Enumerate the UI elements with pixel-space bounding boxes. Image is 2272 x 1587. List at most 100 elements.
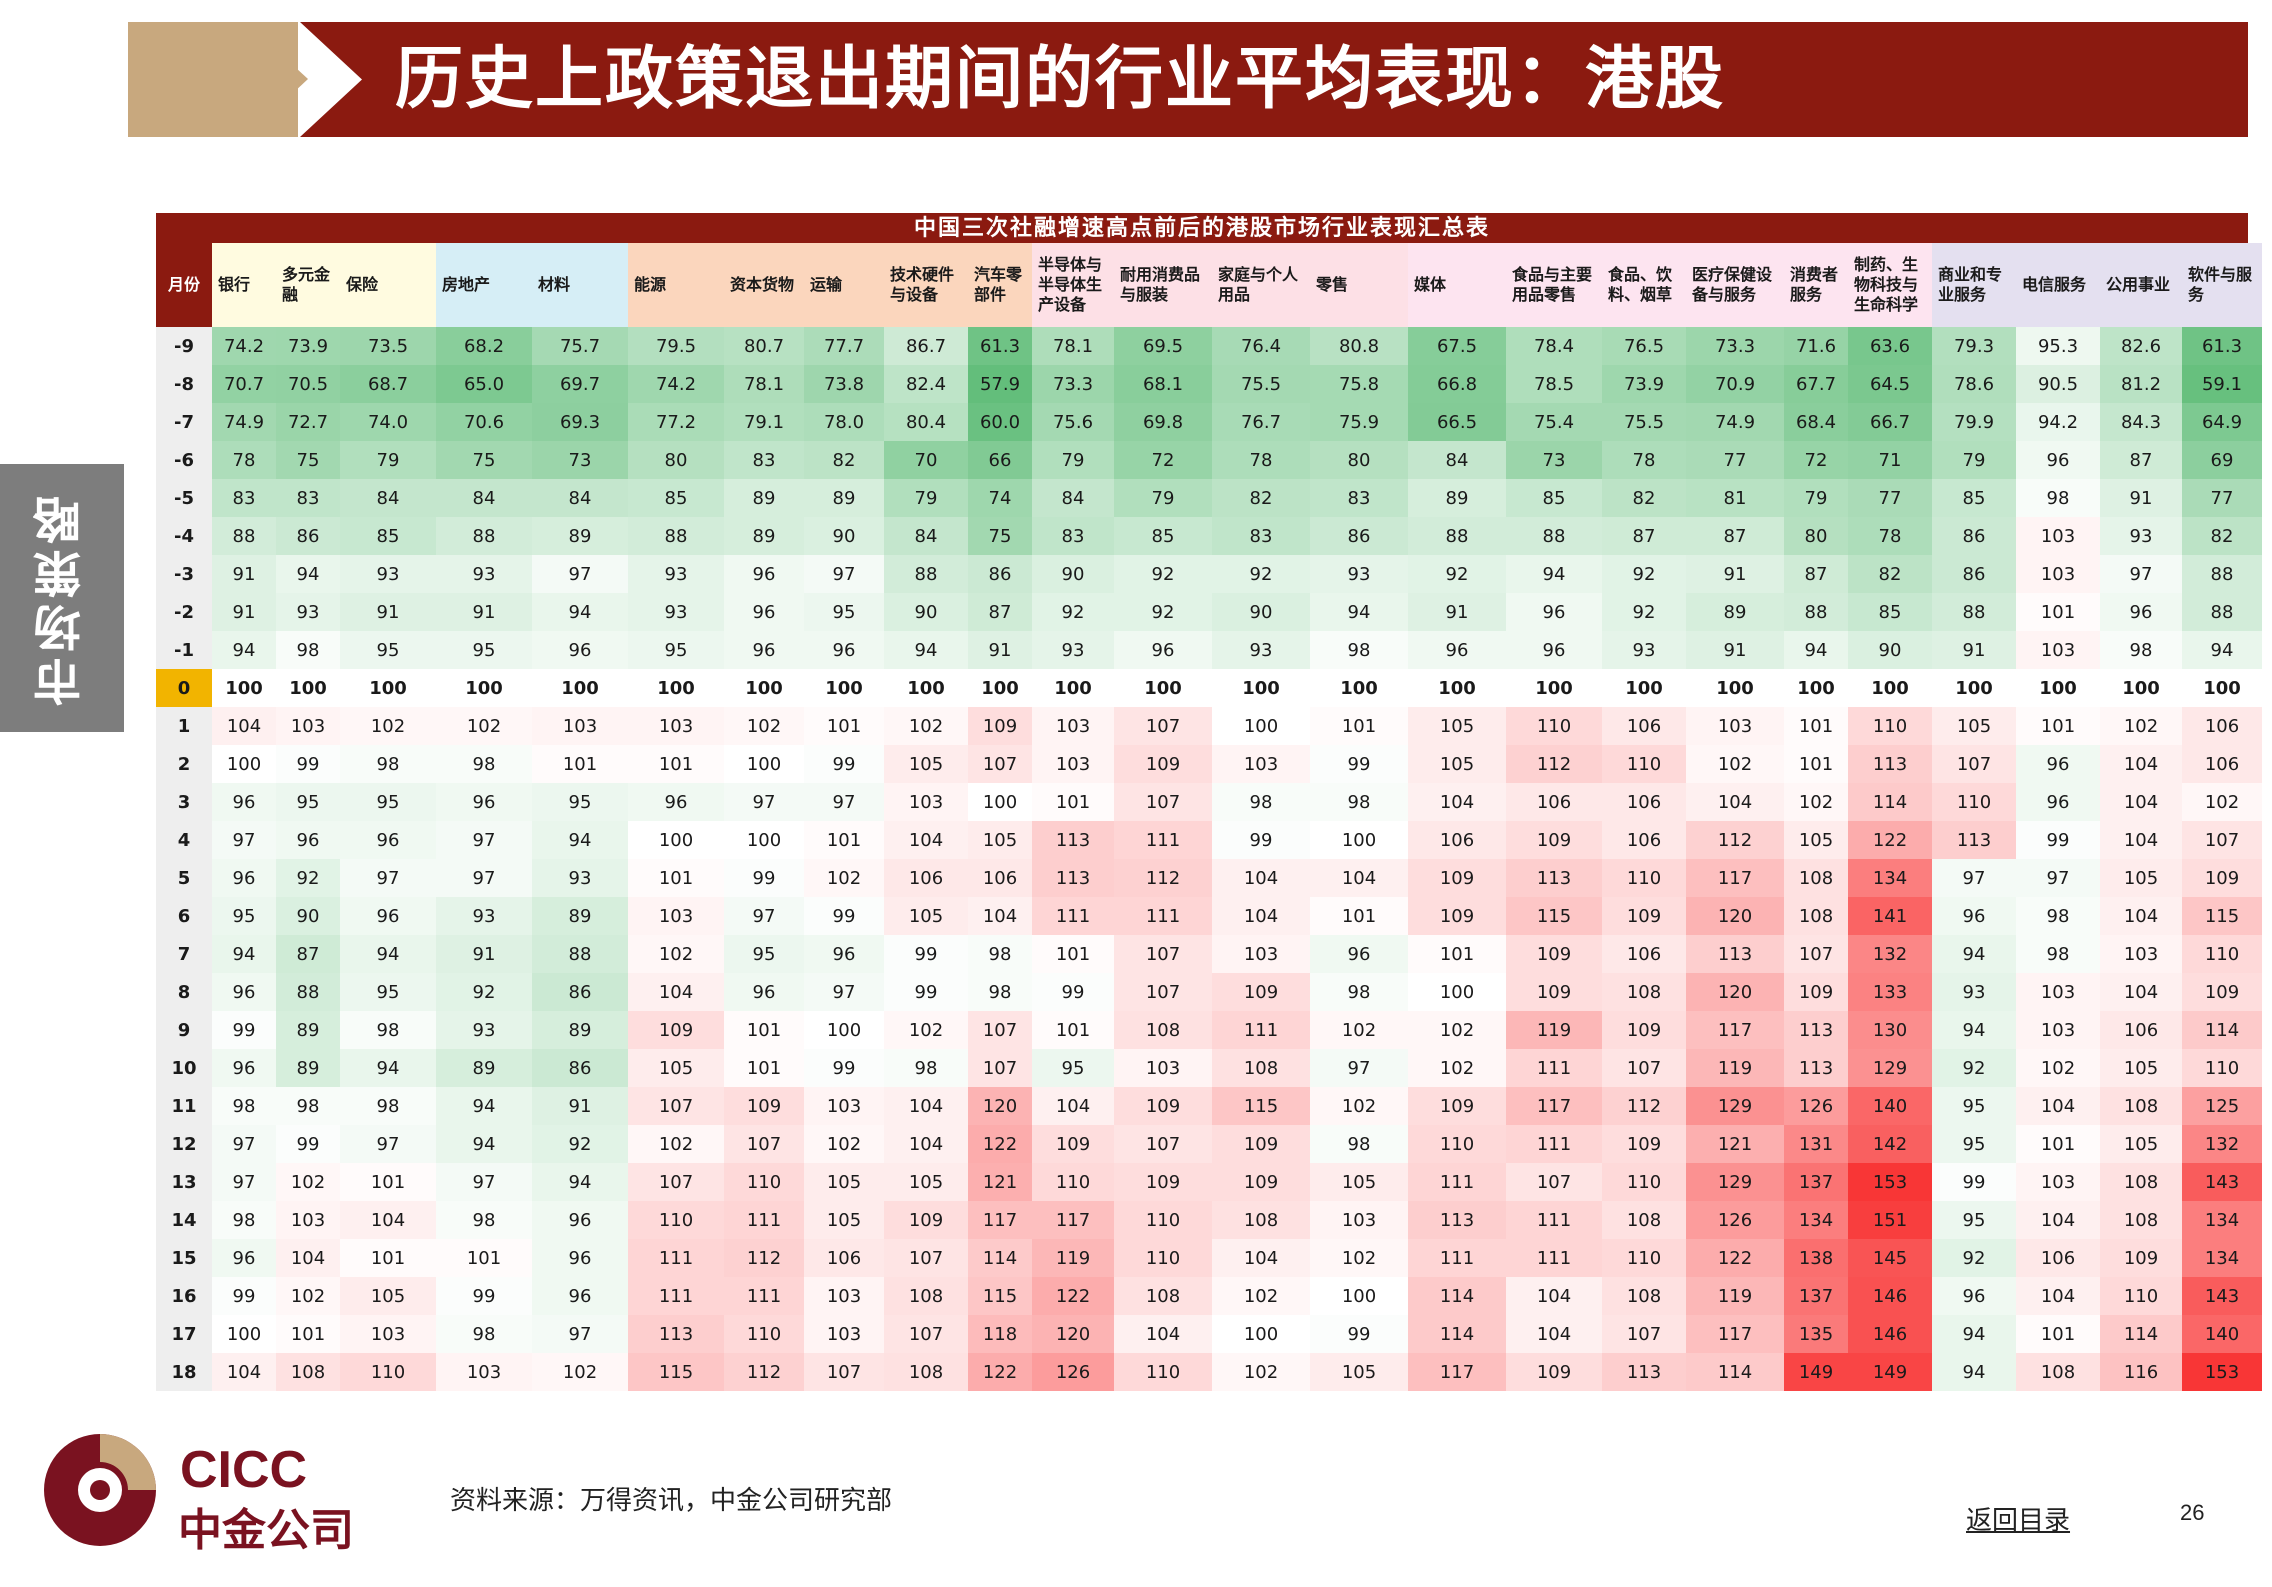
value-cell: 85	[340, 517, 436, 555]
value-cell: 100	[276, 669, 340, 707]
value-cell: 108	[884, 1353, 968, 1391]
value-cell: 90	[884, 593, 968, 631]
value-cell: 88	[2182, 593, 2262, 631]
back-to-contents-link[interactable]: 返回目录	[1966, 1506, 2071, 1536]
value-cell: 102	[884, 707, 968, 745]
cicc-logo: CICC 中金公司	[44, 1434, 354, 1555]
value-cell: 117	[1032, 1201, 1114, 1239]
value-cell: 59.1	[2182, 365, 2262, 403]
value-cell: 109	[2182, 973, 2262, 1011]
value-cell: 121	[968, 1163, 1032, 1201]
value-cell: 122	[1686, 1239, 1784, 1277]
value-cell: 106	[1602, 707, 1686, 745]
column-header: 保险	[340, 243, 436, 327]
column-header: 汽车零部件	[968, 243, 1032, 327]
value-cell: 111	[1114, 897, 1212, 935]
value-cell: 79.1	[724, 403, 804, 441]
value-cell: 77	[1686, 441, 1784, 479]
table-row: -6 78 75 79 75 73 80 83 82 70 66 79 72 78 80 84 73 78 77 72…	[156, 441, 2262, 479]
value-cell: 113	[1032, 859, 1114, 897]
value-cell: 80.7	[724, 327, 804, 365]
value-cell: 99	[1310, 745, 1408, 783]
value-cell: 109	[1212, 1125, 1310, 1163]
value-cell: 100	[1310, 1277, 1408, 1315]
value-cell: 112	[1686, 821, 1784, 859]
value-cell: 84	[436, 479, 532, 517]
value-cell: 92	[276, 859, 340, 897]
value-cell: 102	[276, 1163, 340, 1201]
value-cell: 107	[1114, 783, 1212, 821]
value-cell: 100	[1848, 669, 1932, 707]
value-cell: 122	[1848, 821, 1932, 859]
value-cell: 146	[1848, 1315, 1932, 1353]
value-cell: 78	[1212, 441, 1310, 479]
value-cell: 111	[1506, 1201, 1602, 1239]
value-cell: 117	[1408, 1353, 1506, 1391]
value-cell: 102	[2016, 1049, 2100, 1087]
value-cell: 101	[2016, 593, 2100, 631]
value-cell: 111	[1212, 1011, 1310, 1049]
value-cell: 103	[340, 1315, 436, 1353]
value-cell: 70.6	[436, 403, 532, 441]
value-cell: 131	[1784, 1125, 1848, 1163]
value-cell: 94	[2182, 631, 2262, 669]
value-cell: 96	[1932, 897, 2016, 935]
value-cell: 95	[628, 631, 724, 669]
value-cell: 100	[1212, 1315, 1310, 1353]
value-cell: 102	[2182, 783, 2262, 821]
value-cell: 96	[340, 897, 436, 935]
value-cell: 82	[1212, 479, 1310, 517]
value-cell: 107	[968, 745, 1032, 783]
column-header: 多元金融	[276, 243, 340, 327]
value-cell: 120	[1686, 897, 1784, 935]
value-cell: 107	[1114, 973, 1212, 1011]
value-cell: 86	[1310, 517, 1408, 555]
value-cell: 106	[804, 1239, 884, 1277]
value-cell: 73.5	[340, 327, 436, 365]
value-cell: 101	[1032, 1011, 1114, 1049]
value-cell: 99	[2016, 821, 2100, 859]
value-cell: 70.5	[276, 365, 340, 403]
value-cell: 98	[2016, 935, 2100, 973]
value-cell: 92	[1212, 555, 1310, 593]
value-cell: 100	[340, 669, 436, 707]
value-cell: 93	[340, 555, 436, 593]
value-cell: 97	[340, 859, 436, 897]
value-cell: 99	[1310, 1315, 1408, 1353]
value-cell: 115	[1212, 1087, 1310, 1125]
value-cell: 93	[1602, 631, 1686, 669]
value-cell: 99	[212, 1277, 276, 1315]
value-cell: 102	[1212, 1277, 1310, 1315]
value-cell: 87	[276, 935, 340, 973]
value-cell: 109	[1784, 973, 1848, 1011]
value-cell: 99	[212, 1011, 276, 1049]
value-cell: 106	[1602, 821, 1686, 859]
value-cell: 68.7	[340, 365, 436, 403]
value-cell: 110	[1602, 859, 1686, 897]
value-cell: 69.3	[532, 403, 628, 441]
month-label: 14	[156, 1201, 212, 1239]
value-cell: 108	[1602, 1277, 1686, 1315]
value-cell: 91	[2100, 479, 2182, 517]
value-cell: 105	[1784, 821, 1848, 859]
value-cell: 92	[1114, 555, 1212, 593]
value-cell: 109	[1602, 1125, 1686, 1163]
value-cell: 108	[1212, 1201, 1310, 1239]
value-cell: 93	[436, 897, 532, 935]
table-row: 3 96 95 95 96 95 96 97 97 103 100 101 107 98 98 104 106 1…	[156, 783, 2262, 821]
value-cell: 117	[968, 1201, 1032, 1239]
value-cell: 107	[2182, 821, 2262, 859]
value-cell: 82.6	[2100, 327, 2182, 365]
table-row: 10 96 89 94 89 86 105 101 99 98 107 95 103 108 97 102 11…	[156, 1049, 2262, 1087]
value-cell: 98	[2100, 631, 2182, 669]
value-cell: 79	[1114, 479, 1212, 517]
table-row: -2 91 93 91 91 94 93 96 95 90 87 92 92 90 94 91 96 92 89 88…	[156, 593, 2262, 631]
month-label: -5	[156, 479, 212, 517]
value-cell: 111	[1032, 897, 1114, 935]
value-cell: 97	[532, 1315, 628, 1353]
value-cell: 104	[2100, 783, 2182, 821]
value-cell: 94	[212, 631, 276, 669]
value-cell: 110	[1114, 1201, 1212, 1239]
value-cell: 110	[724, 1163, 804, 1201]
value-cell: 65.0	[436, 365, 532, 403]
